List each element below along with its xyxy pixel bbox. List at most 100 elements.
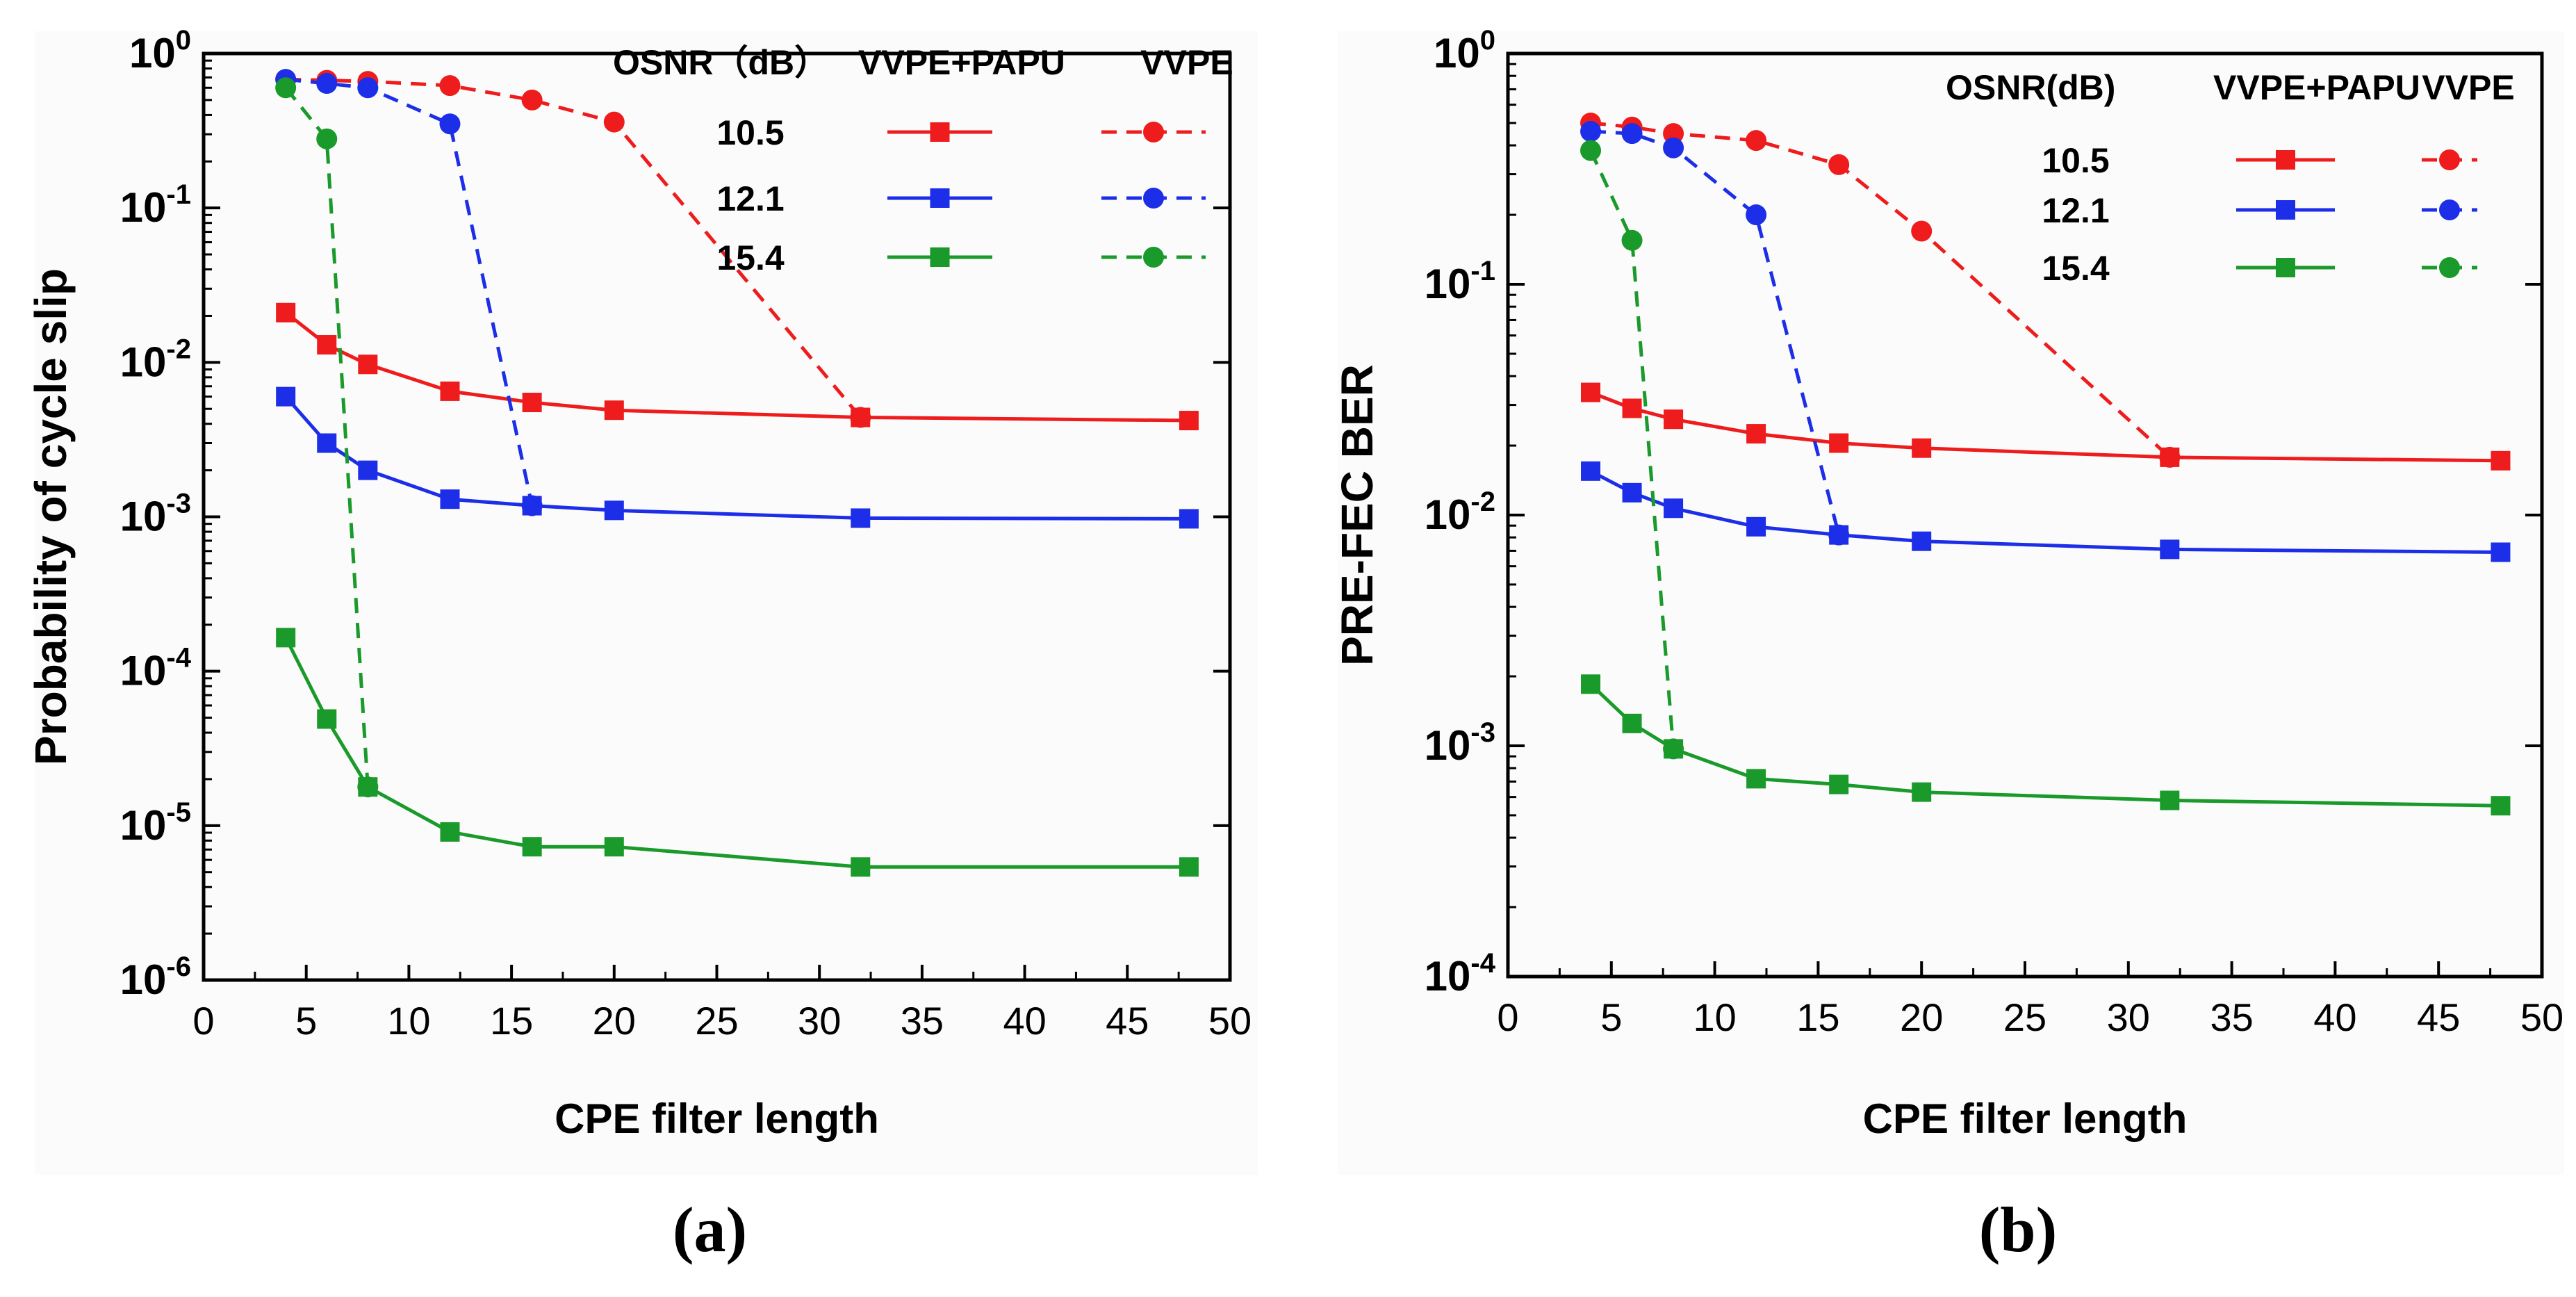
data-point-square xyxy=(276,628,296,648)
data-point-circle xyxy=(1911,220,1933,242)
data-point-square xyxy=(1912,782,1932,802)
legend-header-vvpe-papu: VVPE+PAPU xyxy=(858,43,1065,82)
data-point-square xyxy=(1622,398,1642,418)
y-tick-base: 10 xyxy=(120,338,167,385)
y-tick-base: 10 xyxy=(120,493,167,540)
data-point-circle xyxy=(2159,446,2181,468)
data-point-square xyxy=(1179,509,1199,529)
legend-marker-circle xyxy=(1143,247,1164,268)
x-tick-label: 5 xyxy=(1600,995,1622,1039)
data-point-circle xyxy=(603,111,625,133)
data-point-circle xyxy=(275,77,297,99)
data-point-square xyxy=(1664,409,1684,430)
legend-marker-circle xyxy=(1143,188,1164,209)
panel-label: (a) xyxy=(673,1194,747,1265)
x-tick-label: 30 xyxy=(2107,995,2150,1039)
x-tick-label: 50 xyxy=(2520,995,2563,1039)
series-line xyxy=(284,637,1189,869)
data-point-square xyxy=(2160,539,2180,560)
data-point-square xyxy=(604,400,624,421)
data-point-square xyxy=(276,302,296,323)
y-tick-exponent: -1 xyxy=(1470,256,1495,286)
x-tick-label: 20 xyxy=(593,999,636,1043)
data-point-square xyxy=(440,381,460,401)
legend-osnr-value: 10.5 xyxy=(2042,141,2109,180)
y-tick-base: 10 xyxy=(120,184,167,231)
y-tick-base: 10 xyxy=(120,648,167,694)
y-tick-exponent: 0 xyxy=(176,25,191,56)
y-tick-label: 10-2 xyxy=(1425,487,1495,538)
x-tick-label: 15 xyxy=(490,999,533,1043)
x-tick-label: 40 xyxy=(2313,995,2356,1039)
y-axis-label: PRE-FEC BER xyxy=(1332,364,1382,666)
data-point-square xyxy=(2160,790,2180,810)
data-point-square xyxy=(1746,769,1766,789)
y-tick-label: 10-4 xyxy=(1425,948,1496,1000)
x-tick-label: 45 xyxy=(1106,999,1149,1043)
legend-osnr-value: 12.1 xyxy=(2042,191,2109,230)
y-tick-label: 10-2 xyxy=(120,334,191,385)
data-point-circle xyxy=(1828,154,1850,175)
y-tick-exponent: -2 xyxy=(166,334,191,364)
data-point-circle xyxy=(1663,738,1684,760)
y-tick-label: 10-5 xyxy=(120,797,191,849)
legend-header-osnr: OSNR（dB） xyxy=(613,43,829,82)
y-tick-label: 10-4 xyxy=(120,643,192,694)
x-tick-label: 0 xyxy=(192,999,214,1043)
data-point-square xyxy=(1912,438,1932,458)
legend-osnr-value: 15.4 xyxy=(716,238,785,277)
x-tick-label: 35 xyxy=(901,999,944,1043)
x-tick-label: 5 xyxy=(295,999,317,1043)
x-tick-label: 40 xyxy=(1003,999,1046,1043)
x-tick-label: 10 xyxy=(387,999,430,1043)
data-point-square xyxy=(358,354,378,375)
data-point-square xyxy=(317,433,337,453)
y-tick-label: 10-3 xyxy=(1425,717,1495,769)
y-tick-exponent: -4 xyxy=(166,643,191,674)
data-point-square xyxy=(276,386,296,407)
data-point-square xyxy=(1829,774,1849,794)
y-tick-exponent: -3 xyxy=(1470,717,1495,748)
data-point-circle xyxy=(1621,229,1643,251)
y-tick-base: 10 xyxy=(1425,261,1471,307)
data-point-square xyxy=(1581,674,1601,694)
chart-panel-a: 0 5 10 15 20 25 30 35 40 45 5010010-110-210-310-41… xyxy=(26,25,1258,1265)
y-tick-base: 10 xyxy=(120,802,167,849)
data-point-circle xyxy=(439,113,461,135)
y-tick-base: 10 xyxy=(1425,722,1471,769)
data-point-circle xyxy=(1580,120,1602,142)
data-point-circle xyxy=(316,73,338,95)
data-point-square xyxy=(851,508,871,528)
legend-marker-circle xyxy=(2439,149,2460,170)
x-tick-label: 45 xyxy=(2417,995,2460,1039)
data-point-square xyxy=(1622,482,1642,503)
panel-background xyxy=(1338,31,2564,1175)
x-tick-label: 25 xyxy=(2003,995,2046,1039)
legend-osnr-value: 15.4 xyxy=(2042,249,2110,288)
data-point-square xyxy=(440,822,460,842)
data-point-circle xyxy=(521,89,543,111)
y-tick-label: 100 xyxy=(1434,25,1495,76)
x-tick-label: 0 xyxy=(1497,995,1518,1039)
legend-marker-square xyxy=(930,247,950,267)
x-tick-label: 25 xyxy=(695,999,738,1043)
data-point-circle xyxy=(357,776,379,798)
data-point-circle xyxy=(1580,140,1602,161)
legend: OSNR(dB) VVPE+PAPU VVPE 10.5 12.1 15.4 xyxy=(1946,68,2515,288)
y-tick-base: 10 xyxy=(129,30,176,76)
x-tick-label: 20 xyxy=(1900,995,1943,1039)
legend-marker-circle xyxy=(2439,199,2460,220)
data-point-square xyxy=(2491,542,2511,562)
panel-background xyxy=(35,31,1258,1175)
data-point-square xyxy=(1746,516,1766,537)
legend-marker-circle xyxy=(2439,257,2460,278)
data-point-circle xyxy=(1663,137,1684,158)
y-tick-label: 10-1 xyxy=(120,179,191,231)
y-tick-label: 10-3 xyxy=(120,489,191,540)
legend-marker-square xyxy=(2276,150,2295,170)
legend-header-osnr: OSNR(dB) xyxy=(1946,68,2115,107)
data-point-circle xyxy=(316,128,338,149)
y-tick-base: 10 xyxy=(1425,953,1471,1000)
data-point-square xyxy=(604,837,624,857)
